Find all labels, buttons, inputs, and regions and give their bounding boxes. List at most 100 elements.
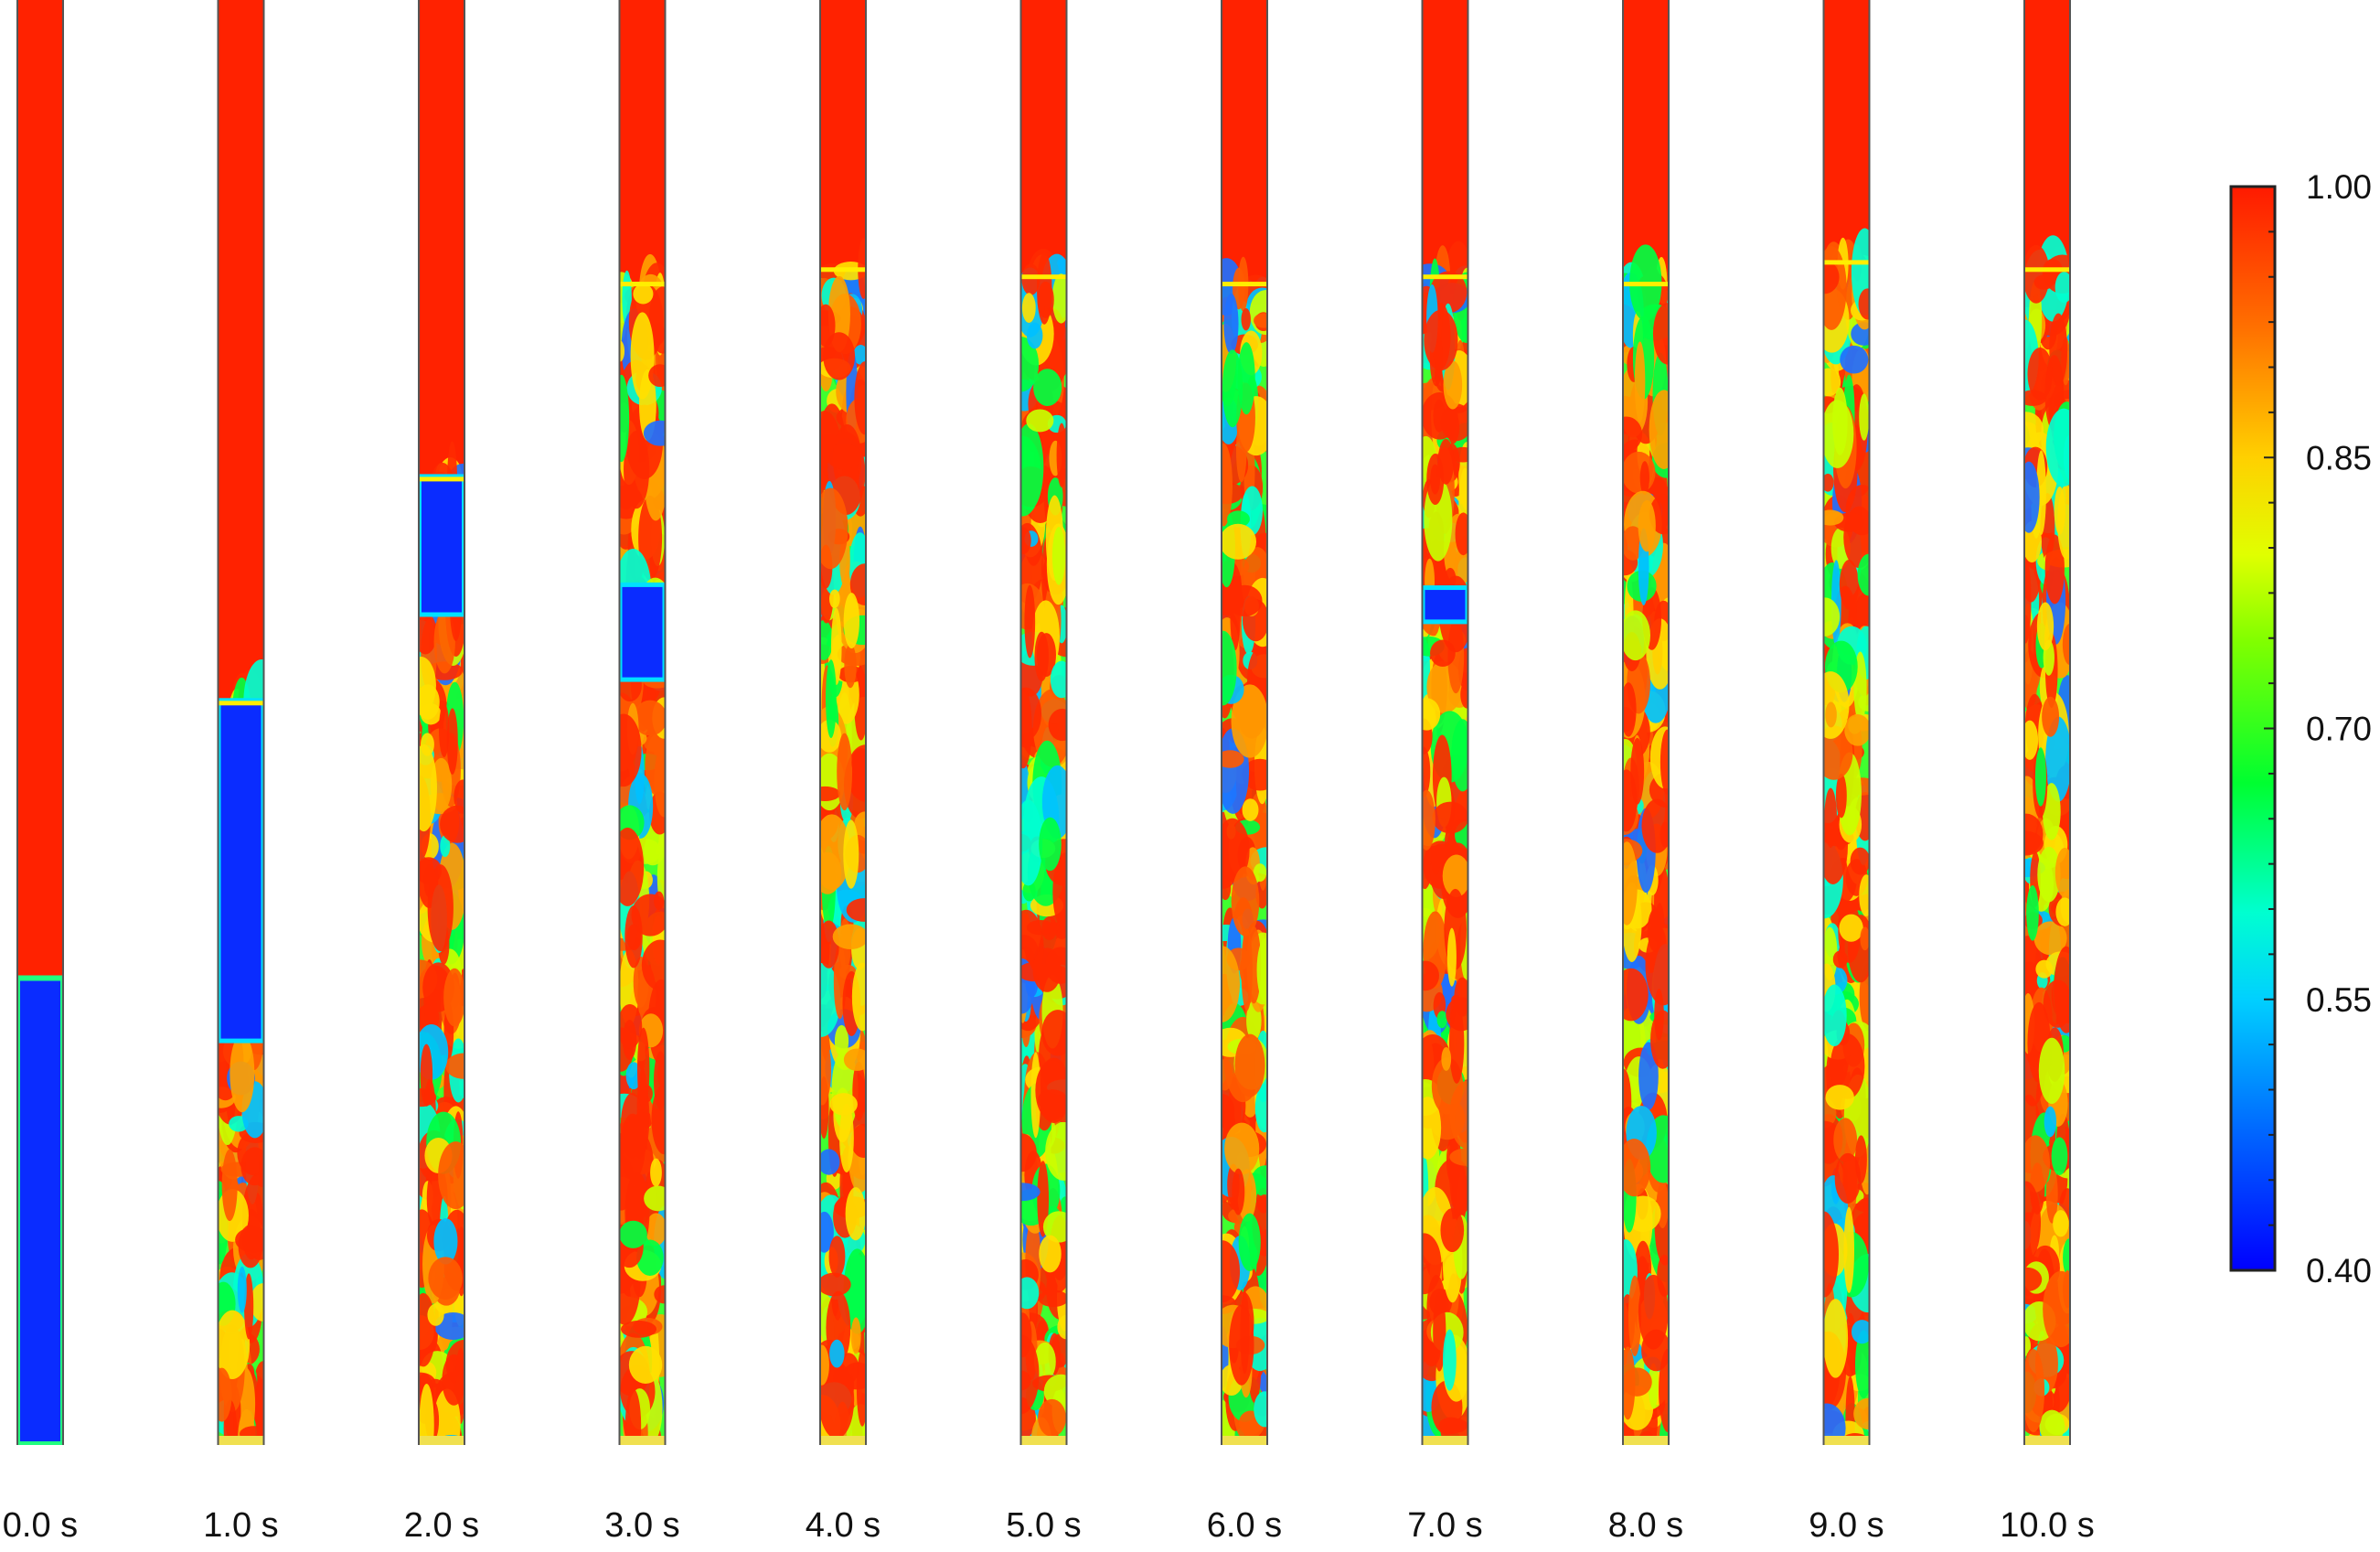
voidage-blob: [1254, 1084, 1267, 1133]
voidage-blob: [2024, 1267, 2043, 1292]
voidage-blob: [1237, 342, 1255, 415]
voidage-blob: [1050, 660, 1067, 699]
voidage-blob: [1446, 927, 1457, 987]
voidage-blob: [1859, 393, 1870, 441]
voidage-blob: [2035, 959, 2054, 979]
voidage-blob: [1045, 1121, 1067, 1181]
voidage-blob: [1659, 1348, 1669, 1433]
column-snapshot: [819, 0, 867, 1445]
voidage-blob: [2039, 1409, 2065, 1443]
voidage-blob: [651, 1084, 666, 1155]
voidage-blob: [440, 835, 451, 858]
voidage-blob: [1823, 400, 1854, 468]
voidage-blob: [419, 1384, 434, 1445]
voidage-blob: [820, 487, 848, 570]
voidage-blob: [1238, 1213, 1261, 1271]
voidage-blob: [826, 444, 862, 470]
voidage-blob: [1823, 509, 1844, 526]
column-snapshot: [2023, 0, 2071, 1445]
freeboard-region: [820, 0, 866, 268]
distributor-zone: [1020, 1436, 1067, 1445]
voidage-blob: [1020, 337, 1040, 392]
voidage-blob: [1436, 1011, 1448, 1029]
voidage-blob: [654, 744, 666, 818]
voidage-blob: [656, 1059, 666, 1087]
bed-surface: [820, 267, 866, 273]
voidage-blob: [1853, 1397, 1870, 1430]
voidage-blob: [853, 345, 866, 365]
voidage-blob: [1056, 423, 1067, 487]
voidage-blob: [628, 1345, 663, 1384]
time-label: 4.0 s: [806, 1506, 880, 1545]
voidage-blob: [2045, 1165, 2058, 1224]
voidage-blob: [1020, 423, 1044, 511]
voidage-blob: [1036, 633, 1056, 677]
voidage-blob: [1020, 1277, 1040, 1310]
voidage-blob: [619, 827, 645, 906]
voidage-blob: [1845, 1375, 1855, 1445]
voidage-blob: [1020, 799, 1043, 886]
voidage-blob: [1042, 1211, 1067, 1243]
voidage-blob: [1253, 863, 1267, 883]
voidage-blob: [2053, 1210, 2069, 1237]
bed-surface: [1823, 260, 1870, 265]
voidage-blob: [620, 1321, 657, 1338]
voidage-blob: [829, 589, 840, 609]
voidage-blob: [1441, 1046, 1452, 1071]
slug: [422, 478, 462, 613]
voidage-blob: [1048, 708, 1067, 742]
voidage-blob: [2044, 534, 2065, 605]
voidage-blob: [1432, 801, 1468, 834]
colorbar-tick-label: 0.70: [2306, 711, 2372, 748]
voidage-blob: [2042, 696, 2060, 737]
freeboard-region: [17, 0, 63, 976]
voidage-blob: [820, 1149, 840, 1175]
voidage-blob: [854, 361, 866, 435]
voidage-blob: [820, 920, 839, 969]
voidage-blob: [2036, 450, 2046, 536]
voidage-blob: [1422, 789, 1435, 851]
voidage-blob: [1430, 271, 1467, 314]
voidage-blob: [1823, 260, 1840, 294]
voidage-blob: [851, 962, 866, 1032]
voidage-blob: [820, 1361, 855, 1440]
voidage-blob: [2057, 484, 2070, 560]
dense-bed: [20, 980, 60, 1441]
voidage-blob: [419, 857, 443, 884]
distributor-zone: [1222, 1436, 1267, 1445]
slug: [622, 586, 663, 678]
voidage-blob: [1020, 527, 1031, 554]
voidage-blob: [1037, 1089, 1067, 1111]
voidage-blob: [828, 1236, 846, 1278]
voidage-blob: [1451, 719, 1468, 792]
voidage-blob: [2038, 1037, 2065, 1104]
voidage-blob: [427, 864, 454, 952]
voidage-blob: [1020, 1312, 1032, 1358]
column-snapshot: [217, 0, 265, 1445]
voidage-blob: [1860, 926, 1870, 951]
voidage-blob: [427, 1303, 444, 1326]
voidage-blob: [1660, 729, 1669, 795]
freeboard-region: [419, 0, 464, 477]
voidage-blob: [1648, 1363, 1659, 1408]
voidage-blob: [1641, 798, 1669, 853]
voidage-blob: [1224, 1122, 1260, 1175]
time-label: 5.0 s: [1006, 1506, 1081, 1545]
voidage-blob: [419, 1292, 436, 1367]
voidage-blob: [850, 1317, 861, 1354]
voidage-blob: [1449, 1148, 1468, 1166]
column-snapshot: [1421, 0, 1469, 1445]
voidage-blob: [1823, 984, 1847, 1046]
voidage-blob: [624, 905, 643, 969]
voidage-blob: [1227, 584, 1263, 617]
time-label: 8.0 s: [1608, 1506, 1683, 1545]
voidage-blob: [433, 610, 455, 674]
distributor-zone: [419, 1436, 464, 1445]
voidage-blob: [1231, 684, 1267, 758]
voidage-blob: [1430, 639, 1456, 667]
voidage-blob: [1638, 1274, 1669, 1350]
voidage-blob: [1823, 368, 1841, 397]
voidage-blob: [1422, 1097, 1442, 1160]
column-snapshot: [1221, 0, 1268, 1445]
